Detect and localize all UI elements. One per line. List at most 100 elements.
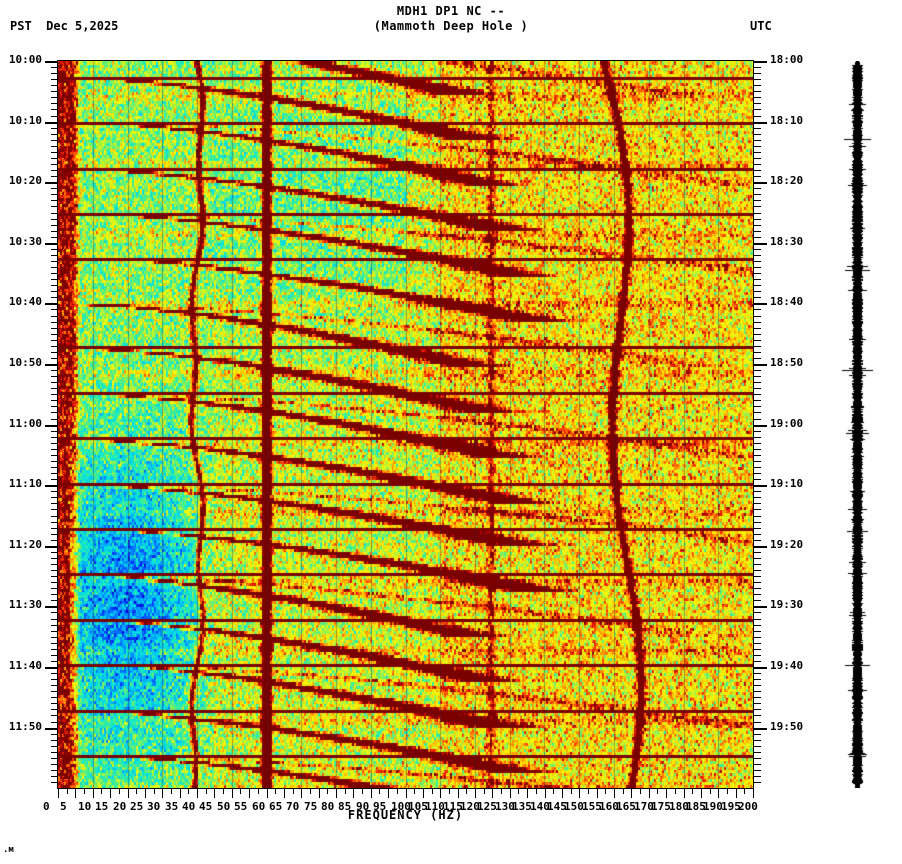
y-tick-minor-left xyxy=(51,322,58,323)
y-tick-major-right xyxy=(754,546,767,548)
y-tick-minor-left xyxy=(51,649,58,650)
y-tick-minor-right xyxy=(754,540,761,541)
seismogram-trace-panel xyxy=(838,61,878,788)
y-tick-minor-left xyxy=(51,255,58,256)
y-tick-minor-left xyxy=(51,576,58,577)
x-label-75: 75 xyxy=(304,800,318,813)
y-tick-minor-right xyxy=(754,467,761,468)
x-label-150: 150 xyxy=(564,800,584,813)
x-tick-major xyxy=(128,789,129,798)
y-tick-minor-right xyxy=(754,461,761,462)
y-tick-minor-left xyxy=(51,619,58,620)
y-tick-minor-left xyxy=(51,267,58,268)
y-tick-minor-right xyxy=(754,200,761,201)
y-tick-minor-left xyxy=(51,625,58,626)
x-tick-major xyxy=(162,789,163,798)
y-tick-minor-left xyxy=(51,679,58,680)
y-tick-minor-right xyxy=(754,509,761,510)
y-label-left-1110: 11:10 xyxy=(8,477,42,490)
y-tick-minor-right xyxy=(754,558,761,559)
x-tick-minor xyxy=(84,789,85,794)
y-tick-minor-right xyxy=(754,497,761,498)
y-tick-minor-left xyxy=(51,170,58,171)
y-tick-minor-right xyxy=(754,140,761,141)
y-tick-minor-right xyxy=(754,746,761,747)
y-tick-minor-right xyxy=(754,455,761,456)
y-tick-minor-right xyxy=(754,522,761,523)
x-axis-title: FREQUENCY (HZ) xyxy=(347,808,464,822)
x-tick-major xyxy=(406,789,407,798)
x-label-160: 160 xyxy=(599,800,619,813)
y-tick-major-left xyxy=(45,303,58,305)
x-tick-major xyxy=(666,789,667,798)
y-tick-minor-right xyxy=(754,564,761,565)
y-tick-minor-right xyxy=(754,225,761,226)
x-tick-minor xyxy=(414,789,415,794)
page-subtitle: (Mammoth Deep Hole ) xyxy=(373,19,529,33)
y-tick-minor-left xyxy=(51,176,58,177)
x-tick-major xyxy=(93,789,94,798)
x-label-100: 100 xyxy=(391,800,411,813)
y-tick-minor-left xyxy=(51,388,58,389)
x-tick-major xyxy=(249,789,250,798)
y-tick-minor-right xyxy=(754,734,761,735)
y-tick-minor-left xyxy=(51,376,58,377)
y-tick-minor-right xyxy=(754,649,761,650)
x-tick-major xyxy=(423,789,424,798)
x-tick-major xyxy=(597,789,598,798)
y-tick-minor-left xyxy=(51,285,58,286)
y-tick-minor-left xyxy=(51,443,58,444)
y-tick-minor-left xyxy=(51,497,58,498)
y-tick-minor-right xyxy=(754,412,761,413)
x-label-130: 130 xyxy=(495,800,515,813)
y-tick-minor-left xyxy=(51,594,58,595)
y-tick-major-right xyxy=(754,425,767,427)
x-tick-minor xyxy=(449,789,450,794)
x-label-5: 5 xyxy=(60,800,67,813)
x-label-15: 15 xyxy=(95,800,109,813)
y-tick-minor-right xyxy=(754,237,761,238)
corner-artifact-mark: .м xyxy=(3,845,14,855)
y-label-right-1820: 18:20 xyxy=(770,174,804,187)
y-label-right-1930: 19:30 xyxy=(770,598,804,611)
y-label-right-1850: 18:50 xyxy=(770,356,804,369)
y-label-right-1800: 18:00 xyxy=(770,53,804,66)
x-tick-major xyxy=(353,789,354,798)
y-tick-minor-right xyxy=(754,534,761,535)
y-tick-minor-right xyxy=(754,158,761,159)
x-label-145: 145 xyxy=(547,800,567,813)
x-label-155: 155 xyxy=(582,800,602,813)
y-tick-major-right xyxy=(754,182,767,184)
y-tick-minor-left xyxy=(51,213,58,214)
y-tick-minor-right xyxy=(754,134,761,135)
x-tick-minor xyxy=(518,789,519,794)
y-tick-minor-right xyxy=(754,758,761,759)
y-tick-minor-right xyxy=(754,661,761,662)
x-tick-minor xyxy=(101,789,102,794)
y-tick-minor-right xyxy=(754,394,761,395)
y-tick-minor-right xyxy=(754,358,761,359)
y-tick-minor-left xyxy=(51,461,58,462)
y-tick-minor-left xyxy=(51,188,58,189)
x-tick-major xyxy=(545,789,546,798)
x-tick-major xyxy=(180,789,181,798)
y-tick-minor-left xyxy=(51,528,58,529)
y-tick-minor-right xyxy=(754,770,761,771)
y-tick-minor-left xyxy=(51,600,58,601)
y-tick-minor-right xyxy=(754,612,761,613)
x-tick-minor xyxy=(536,789,537,794)
x-label-85: 85 xyxy=(338,800,352,813)
x-tick-major xyxy=(371,789,372,798)
x-tick-minor xyxy=(466,789,467,794)
x-label-70: 70 xyxy=(286,800,300,813)
y-tick-major-left xyxy=(45,61,58,63)
y-tick-minor-left xyxy=(51,776,58,777)
x-tick-minor xyxy=(553,789,554,794)
y-tick-minor-left xyxy=(51,334,58,335)
x-tick-major xyxy=(649,789,650,798)
y-label-right-1810: 18:10 xyxy=(770,114,804,127)
y-tick-minor-left xyxy=(51,273,58,274)
y-tick-major-right xyxy=(754,364,767,366)
y-tick-minor-left xyxy=(51,516,58,517)
